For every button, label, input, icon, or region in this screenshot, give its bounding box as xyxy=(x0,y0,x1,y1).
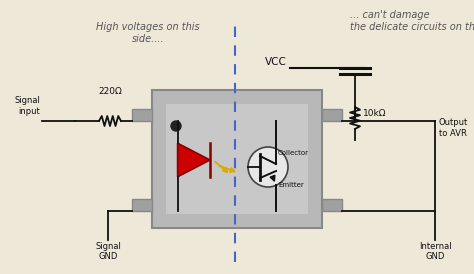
Text: ... can't damage
the delicate circuits on this side: ... can't damage the delicate circuits o… xyxy=(350,10,474,32)
Text: High voltages on this
side....: High voltages on this side.... xyxy=(96,22,200,44)
Circle shape xyxy=(248,147,288,187)
Text: Internal
GND: Internal GND xyxy=(419,242,451,261)
Bar xyxy=(166,104,308,214)
Text: Emitter: Emitter xyxy=(278,182,304,188)
Text: 10kΩ: 10kΩ xyxy=(363,110,386,118)
Bar xyxy=(132,199,152,211)
Bar xyxy=(132,109,152,121)
Text: Output
to AVR: Output to AVR xyxy=(439,118,468,138)
Polygon shape xyxy=(178,143,210,177)
Bar xyxy=(322,109,342,121)
Text: Signal
GND: Signal GND xyxy=(95,242,121,261)
Text: 220Ω: 220Ω xyxy=(98,87,122,96)
Circle shape xyxy=(171,121,181,131)
Bar xyxy=(322,199,342,211)
Text: Signal
input: Signal input xyxy=(14,96,40,116)
Bar xyxy=(152,90,322,228)
Text: VCC: VCC xyxy=(265,57,287,67)
Text: Collector: Collector xyxy=(278,150,309,156)
